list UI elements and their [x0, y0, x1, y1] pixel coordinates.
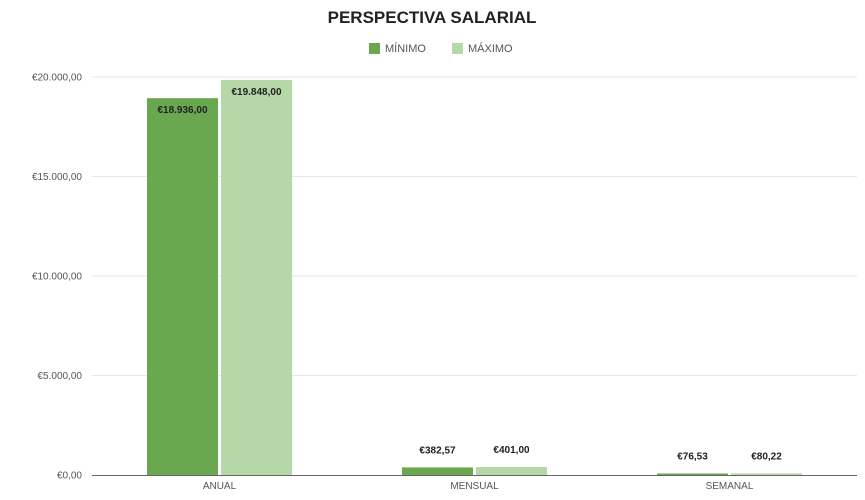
- x-tick-label: MENSUAL: [450, 481, 499, 492]
- legend-swatch: [452, 43, 463, 54]
- y-tick-label: €15.000,00: [32, 172, 82, 183]
- data-label: €76,53: [677, 451, 708, 462]
- chart-title: PERSPECTIVA SALARIAL: [328, 8, 537, 27]
- x-tick-label: SEMANAL: [706, 481, 754, 492]
- bar-maximo-semanal: [731, 473, 802, 475]
- bar-minimo-semanal: [657, 473, 728, 475]
- x-axis: ANUAL MENSUAL SEMANAL: [92, 475, 857, 492]
- legend-label: MÍNIMO: [385, 42, 426, 55]
- y-tick-label: €20.000,00: [32, 73, 82, 84]
- bar-minimo-anual: [147, 98, 218, 476]
- bar-maximo-mensual: [476, 467, 547, 475]
- y-tick-label: €5.000,00: [38, 371, 83, 382]
- data-label: €80,22: [751, 451, 782, 462]
- bar-minimo-mensual: [402, 467, 473, 475]
- data-label: €19.848,00: [231, 87, 281, 98]
- bar-maximo-anual: [221, 80, 292, 475]
- data-labels: €18.936,00 €19.848,00 €382,57 €401,00 €76,53…: [157, 87, 782, 462]
- data-label: €401,00: [493, 445, 530, 456]
- y-tick-label: €10.000,00: [32, 272, 82, 283]
- data-label: €382,57: [419, 445, 456, 456]
- legend: MÍNIMO MÁXIMO: [369, 42, 513, 55]
- y-axis: €0,00 €5.000,00 €10.000,00 €15.000,00 €20.00…: [32, 73, 82, 482]
- legend-swatch: [369, 43, 380, 54]
- bars: [147, 80, 802, 476]
- legend-label: MÁXIMO: [468, 42, 513, 55]
- x-tick-label: ANUAL: [203, 481, 237, 492]
- gridlines: [92, 76, 857, 376]
- data-label: €18.936,00: [157, 105, 207, 116]
- y-tick-label: €0,00: [57, 471, 82, 482]
